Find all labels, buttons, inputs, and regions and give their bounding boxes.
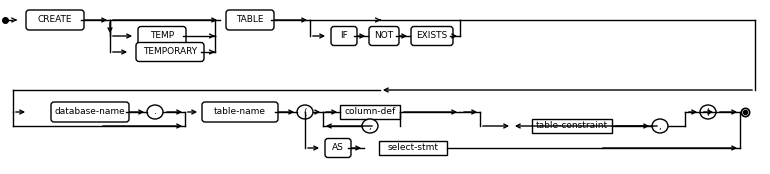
Text: (: (	[303, 108, 306, 117]
FancyBboxPatch shape	[331, 26, 357, 45]
Text: NOT: NOT	[374, 31, 393, 41]
Ellipse shape	[700, 105, 716, 119]
FancyBboxPatch shape	[411, 26, 453, 45]
FancyBboxPatch shape	[226, 10, 274, 30]
Ellipse shape	[362, 119, 378, 133]
Text: AS: AS	[332, 144, 344, 152]
Text: TEMP: TEMP	[150, 31, 174, 41]
Text: TEMPORARY: TEMPORARY	[143, 48, 197, 57]
Bar	[340, 105, 400, 119]
Text: CREATE: CREATE	[38, 15, 72, 25]
Text: IF: IF	[340, 31, 348, 41]
FancyBboxPatch shape	[369, 26, 399, 45]
Ellipse shape	[147, 105, 163, 119]
Text: TABLE: TABLE	[236, 15, 264, 25]
FancyBboxPatch shape	[51, 102, 129, 122]
Text: ,: ,	[369, 121, 371, 130]
Text: EXISTS: EXISTS	[417, 31, 447, 41]
Text: column-def: column-def	[344, 108, 396, 117]
FancyBboxPatch shape	[325, 139, 351, 157]
FancyBboxPatch shape	[138, 26, 186, 45]
Ellipse shape	[297, 105, 313, 119]
Text: select-stmt: select-stmt	[387, 144, 438, 152]
Ellipse shape	[652, 119, 668, 133]
Bar	[532, 119, 612, 133]
Text: .: .	[153, 108, 156, 117]
Bar	[379, 141, 447, 155]
Text: ,: ,	[658, 121, 661, 130]
Text: ): )	[706, 108, 710, 117]
Text: table-name: table-name	[214, 108, 266, 117]
FancyBboxPatch shape	[136, 42, 204, 61]
FancyBboxPatch shape	[202, 102, 278, 122]
FancyBboxPatch shape	[26, 10, 84, 30]
Text: table-constraint: table-constraint	[536, 121, 608, 130]
Text: database-name: database-name	[55, 108, 126, 117]
